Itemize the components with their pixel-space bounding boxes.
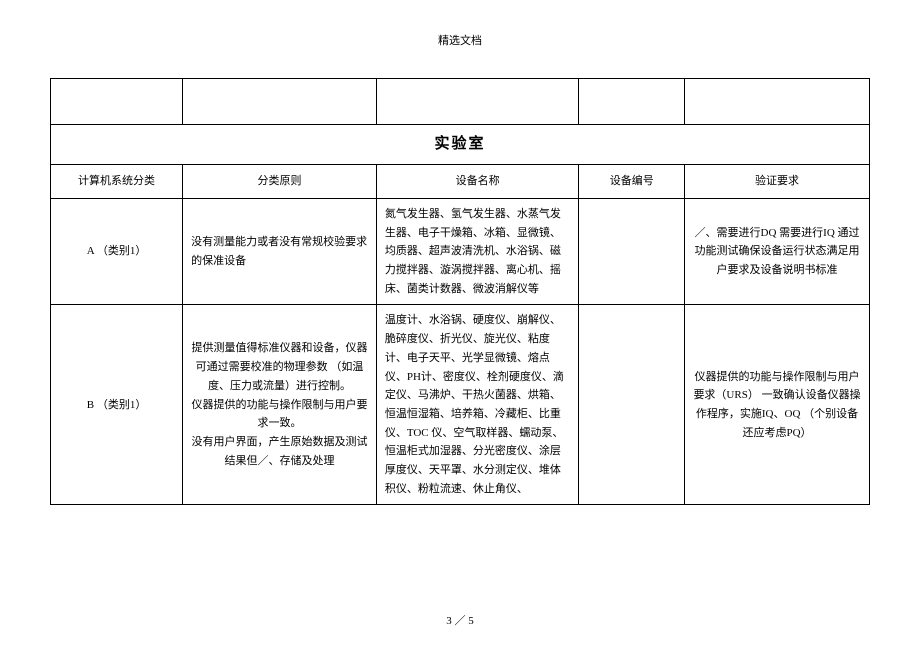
cell-code	[579, 305, 685, 505]
col-header-code: 设备编号	[579, 165, 685, 199]
equipment-table: 实验室 计算机系统分类 分类原则 设备名称 设备编号 验证要求 A （类别1） …	[50, 78, 870, 505]
content-wrapper: 实验室 计算机系统分类 分类原则 设备名称 设备编号 验证要求 A （类别1） …	[0, 48, 920, 505]
section-title: 实验室	[51, 125, 870, 165]
cell-principle: 提供测量值得标准仪器和设备，仪器可通过需要校准的物理参数 （如温度、压力或流量）…	[183, 305, 377, 505]
cell-category: B （类别1）	[51, 305, 183, 505]
page-header: 精选文档	[0, 0, 920, 48]
section-title-row: 实验室	[51, 125, 870, 165]
cell-equipment: 温度计、水浴锅、硬度仪、崩解仪、脆碎度仪、折光仪、旋光仪、粘度计、电子天平、光学…	[376, 305, 579, 505]
col-header-category: 计算机系统分类	[51, 165, 183, 199]
page-footer: 3 ／ 5	[0, 612, 920, 628]
col-header-requirement: 验证要求	[685, 165, 870, 199]
table-row: A （类别1） 没有测量能力或者没有常规校验要求 的保准设备 氮气发生器、氢气发…	[51, 199, 870, 305]
cell-requirement: 仪器提供的功能与操作限制与用户要求（URS） 一致确认设备仪器操作程序，实施IQ…	[685, 305, 870, 505]
cell-equipment: 氮气发生器、氢气发生器、水蒸气发生器、电子干燥箱、冰箱、显微镜、均质器、超声波清…	[376, 199, 579, 305]
empty-row	[51, 79, 870, 125]
col-header-equipment: 设备名称	[376, 165, 579, 199]
col-header-principle: 分类原则	[183, 165, 377, 199]
cell-category: A （类别1）	[51, 199, 183, 305]
table-row: B （类别1） 提供测量值得标准仪器和设备，仪器可通过需要校准的物理参数 （如温…	[51, 305, 870, 505]
cell-principle: 没有测量能力或者没有常规校验要求 的保准设备	[183, 199, 377, 305]
table-header-row: 计算机系统分类 分类原则 设备名称 设备编号 验证要求	[51, 165, 870, 199]
cell-requirement: ／、需要进行DQ 需要进行IQ 通过功能测试确保设备运行状态满足用户要求及设备说…	[685, 199, 870, 305]
cell-code	[579, 199, 685, 305]
